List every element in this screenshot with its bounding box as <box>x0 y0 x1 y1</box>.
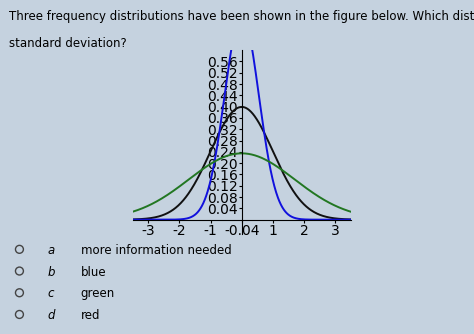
Text: blue: blue <box>81 266 106 279</box>
Text: red: red <box>81 309 100 322</box>
Text: Three frequency distributions have been shown in the figure below. Which distrib: Three frequency distributions have been … <box>9 10 474 23</box>
Text: green: green <box>81 288 115 300</box>
Text: d: d <box>47 309 55 322</box>
Text: a: a <box>47 244 55 257</box>
Text: more information needed: more information needed <box>81 244 231 257</box>
Text: standard deviation?: standard deviation? <box>9 37 127 50</box>
Text: b: b <box>47 266 55 279</box>
Text: c: c <box>47 288 54 300</box>
